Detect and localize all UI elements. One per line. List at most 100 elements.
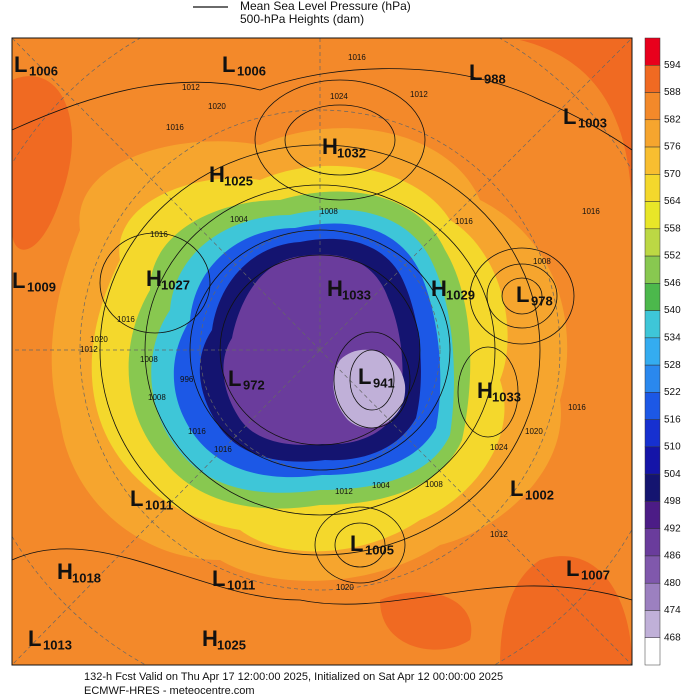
center-value: 1006 — [237, 63, 266, 78]
pressure-center: L 1007 — [566, 556, 610, 583]
isobar-label: 1012 — [490, 530, 508, 539]
colorbar-swatch — [644, 119, 661, 148]
isobar-label: 1008 — [320, 207, 338, 216]
pressure-center: H 1025 — [202, 626, 246, 653]
center-letter: L — [358, 364, 371, 389]
isobar-label: 1008 — [533, 257, 551, 266]
pressure-center: H 1025 — [209, 162, 253, 189]
center-value: 1011 — [145, 497, 173, 512]
pressure-center: H 1033 — [477, 378, 521, 405]
pressure-center: L 1011 — [130, 486, 173, 513]
isobar-label: 1012 — [335, 487, 353, 496]
isobar-label: 1024 — [490, 443, 508, 452]
isobar-label: 1016 — [582, 207, 600, 216]
center-letter: H — [477, 378, 493, 403]
colorbar-swatch — [644, 610, 661, 638]
center-letter: H — [146, 266, 162, 291]
pressure-center: L 1006 — [14, 52, 58, 79]
colorbar-swatch — [644, 637, 661, 666]
center-letter: L — [28, 626, 41, 651]
isobar-label: 1016 — [117, 315, 135, 324]
colorbar-swatch — [644, 283, 661, 311]
colorbar-tick-label: 486 — [664, 551, 681, 562]
pressure-center: L 978 — [516, 282, 553, 309]
colorbar-tick-label: 504 — [664, 469, 681, 480]
colorbar-swatch — [644, 228, 661, 257]
center-letter: L — [228, 366, 241, 391]
isobar-label: 996 — [180, 375, 194, 384]
pressure-center: L 941 — [358, 364, 395, 391]
colorbar-swatch — [644, 201, 661, 230]
colorbar-tick-label: 480 — [664, 578, 681, 589]
colorbar-swatch — [644, 146, 661, 175]
pressure-center: L 1013 — [28, 626, 72, 653]
pressure-center: H 1027 — [146, 266, 190, 293]
center-value: 1007 — [581, 567, 610, 582]
colorbar-swatch — [644, 174, 661, 202]
pressure-center: H 1029 — [431, 276, 475, 303]
isobar-label: 1020 — [208, 102, 226, 111]
pressure-center: H 1018 — [57, 559, 101, 586]
pressure-center: H 1032 — [322, 134, 366, 161]
isobar-label: 1008 — [148, 393, 166, 402]
isobar-label: 1020 — [525, 427, 543, 436]
colorbar-tick-label: 582 — [664, 114, 681, 125]
pressure-center: L 1005 — [350, 531, 394, 558]
isobar-label: 1016 — [348, 53, 366, 62]
pressure-center: L 1011 — [212, 566, 255, 593]
colorbar-tick-label: 510 — [664, 442, 681, 453]
center-value: 1006 — [29, 63, 58, 78]
center-letter: L — [566, 556, 579, 581]
isobar-label: 1016 — [188, 427, 206, 436]
colorbar-swatch — [644, 65, 661, 93]
colorbar-tick-label: 528 — [664, 360, 681, 371]
center-letter: H — [202, 626, 218, 651]
center-value: 1033 — [342, 287, 371, 302]
colorbar-tick-label: 540 — [664, 305, 681, 316]
center-value: 1013 — [43, 637, 72, 652]
colorbar-tick-label: 594 — [664, 60, 681, 71]
center-value: 978 — [531, 293, 553, 308]
colorbar-tick-label: 516 — [664, 414, 681, 425]
colorbar-tick-label: 570 — [664, 169, 681, 180]
isobar-label: 1008 — [140, 355, 158, 364]
colorbar-swatch — [644, 337, 661, 366]
center-letter: L — [350, 531, 363, 556]
isobar-label: 1012 — [80, 345, 98, 354]
colorbar-tick-label: 498 — [664, 496, 681, 507]
center-letter: H — [209, 162, 225, 187]
pressure-center: L 972 — [228, 366, 265, 393]
colorbar: 594 588 582 576 570 564 558 552 546 540 534 528 522 5… — [644, 37, 681, 666]
center-value: 941 — [373, 375, 395, 390]
isobar-label: 1020 — [336, 583, 354, 592]
colorbar-swatch — [644, 255, 661, 284]
isobar-label: 1008 — [425, 480, 443, 489]
colorbar-tick-label: 552 — [664, 251, 681, 262]
pressure-center: L 1003 — [563, 104, 607, 131]
colorbar-swatch — [644, 555, 661, 584]
center-letter: L — [14, 52, 27, 77]
isobar-label: 1016 — [214, 445, 232, 454]
colorbar-tick-label: 588 — [664, 87, 681, 98]
center-value: 1025 — [224, 173, 253, 188]
center-letter: L — [212, 566, 225, 591]
center-value: 1032 — [337, 145, 366, 160]
center-letter: L — [130, 486, 143, 511]
center-value: 1005 — [365, 542, 394, 557]
isobar-label: 1020 — [90, 335, 108, 344]
center-value: 1009 — [27, 279, 56, 294]
footer-text: 132-h Fcst Valid on Thu Apr 17 12:00:00 … — [84, 671, 503, 683]
isobar-label: 1016 — [166, 123, 184, 132]
colorbar-tick-label: 474 — [664, 605, 681, 616]
colorbar-swatch — [644, 37, 661, 66]
legend-label: Mean Sea Level Pressure (hPa) — [240, 0, 411, 13]
colorbar-tick-label: 576 — [664, 142, 681, 153]
center-letter: H — [322, 134, 338, 159]
center-value: 1027 — [161, 277, 190, 292]
colorbar-swatch — [644, 92, 661, 121]
pressure-center: L 988 — [469, 60, 506, 87]
center-value: 1033 — [492, 389, 521, 404]
colorbar-tick-label: 468 — [664, 632, 681, 643]
colorbar-swatch — [644, 392, 661, 420]
